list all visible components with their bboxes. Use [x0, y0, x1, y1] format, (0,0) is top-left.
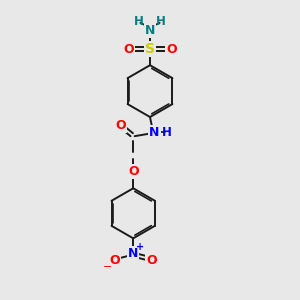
- Text: O: O: [110, 254, 120, 267]
- Text: −: −: [103, 262, 112, 272]
- Text: H: H: [134, 15, 144, 28]
- Text: H: H: [162, 126, 172, 139]
- Text: N: N: [149, 126, 160, 139]
- Text: O: O: [116, 119, 126, 132]
- Text: O: O: [146, 254, 157, 267]
- Text: N: N: [128, 247, 138, 260]
- Text: N: N: [145, 24, 155, 37]
- Text: H: H: [156, 15, 166, 28]
- Text: S: S: [145, 42, 155, 56]
- Text: +: +: [136, 242, 144, 252]
- Text: O: O: [166, 43, 176, 56]
- Text: O: O: [124, 43, 134, 56]
- Text: O: O: [128, 165, 139, 178]
